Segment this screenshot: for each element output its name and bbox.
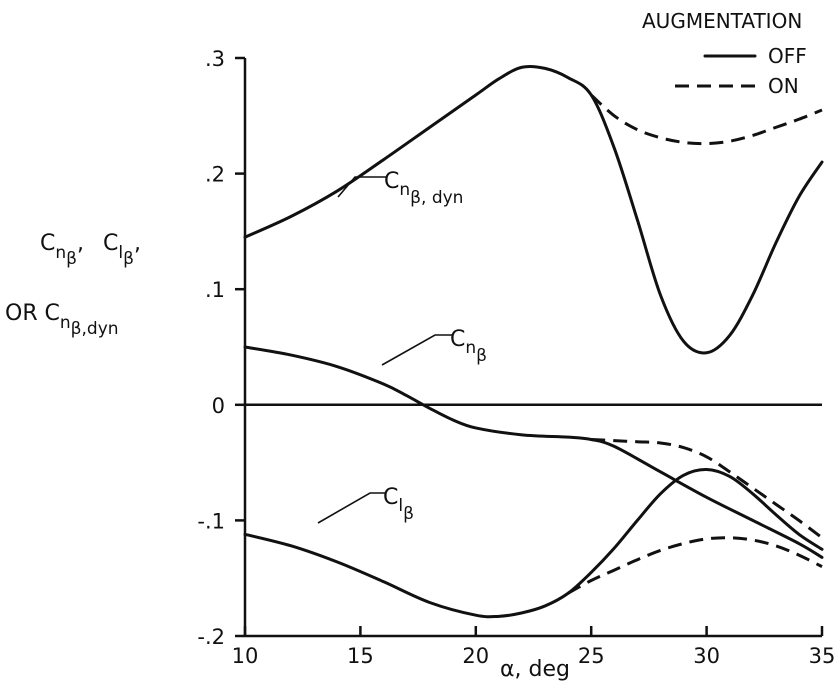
x-tick-label: 25 [578,644,605,668]
x-tick-label: 35 [809,644,836,668]
y-tick-label: -.2 [197,625,225,649]
series-cn-beta-dyn-on [590,93,823,146]
y-tick-label: .3 [205,47,225,71]
legend-title: AUGMENTATION [642,9,802,33]
leader-cn-beta [381,334,452,366]
y-tick-label: .2 [205,163,225,187]
legend: AUGMENTATION OFF ON [642,9,807,98]
y-axis-title: Cnβ, Clβ, OR Cnβ,dyn [5,231,141,339]
leader-cn-beta-dyn [337,176,386,198]
label-cl-beta: Clβ [383,485,414,524]
ticks: -.2 -.1 0 .1 .2 .3 10 15 20 25 30 35 [197,47,835,668]
curve-label-cn-beta: Cnβ [381,327,487,366]
series-cn-beta-off [243,345,824,559]
series-cn-beta-dyn-off [243,64,824,355]
axes [243,58,822,638]
y-title-line2: Clβ, [103,231,141,269]
label-cn-beta-dyn: Cnβ, dyn [384,169,463,208]
x-tick-label: 20 [462,644,489,668]
series-cl-beta-on [567,536,823,595]
leader-cl-beta [317,492,385,524]
y-title-line3: OR Cnβ,dyn [5,301,119,339]
y-title-line1: Cnβ, [40,231,84,269]
series-cl-beta-off [243,468,824,619]
y-tick-label: -.1 [197,509,225,533]
legend-label-on: ON [768,74,799,98]
x-tick-label: 15 [347,644,374,668]
x-axis-title: α, deg [500,657,570,682]
legend-label-off: OFF [768,44,807,68]
curves [243,64,824,619]
series-cn-beta-on [591,437,823,539]
curve-label-cl-beta: Clβ [317,485,414,524]
y-tick-label: 0 [212,394,225,418]
label-cn-beta: Cnβ [450,327,487,366]
x-tick-label: 30 [693,644,720,668]
curve-label-cn-beta-dyn: Cnβ, dyn [337,169,463,208]
x-tick-label: 10 [232,644,259,668]
y-tick-label: .1 [205,278,225,302]
